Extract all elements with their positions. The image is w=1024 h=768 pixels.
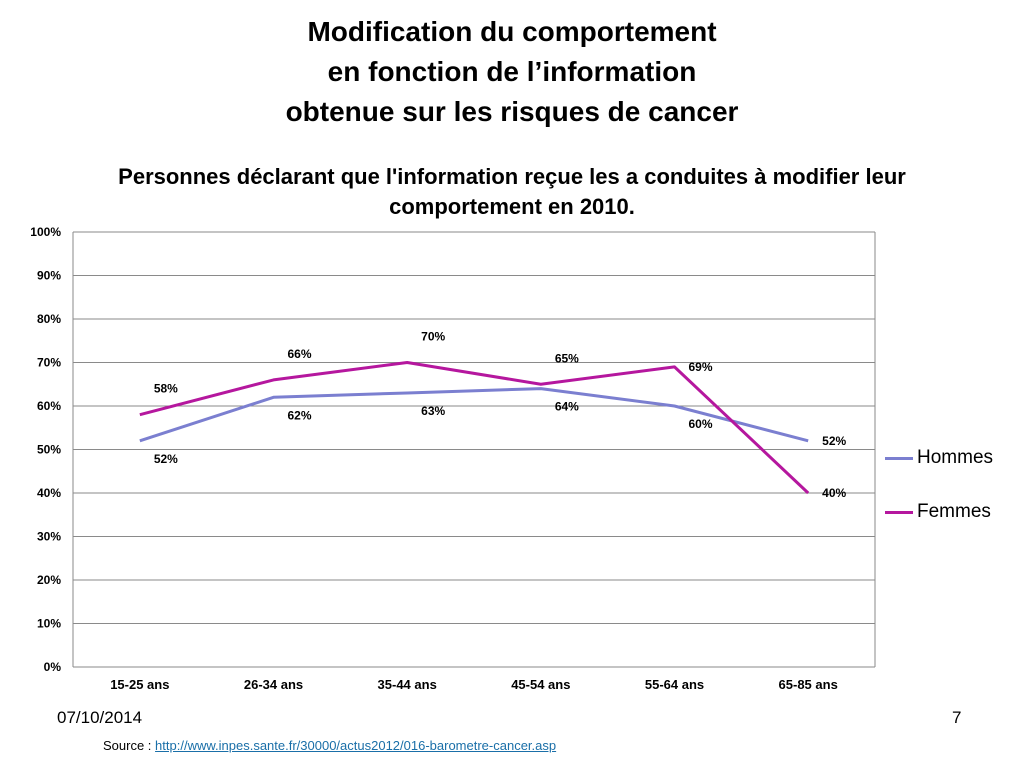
x-tick-label: 35-44 ans [378,677,437,692]
series-line-femmes [139,361,810,495]
legend-swatch-hommes [885,456,913,460]
x-tick-label: 55-64 ans [645,677,704,692]
data-label: 52% [822,434,846,448]
series-line-hommes [139,387,809,443]
legend-swatch-femmes [885,510,913,514]
data-label: 40% [822,486,846,500]
line-chart: 0% 10% 20% 30% 40% 50% 60% 70% 80% 90% 100% 15-25 a… [30,225,876,692]
data-label: 69% [688,360,712,374]
x-tick-label: 45-54 ans [511,677,570,692]
y-tick-label: 70% [37,356,61,370]
slide-title-line-1: Modification du comportement [307,16,717,47]
data-label: 64% [555,400,579,414]
x-tick-label: 26-34 ans [244,677,303,692]
y-tick-label: 60% [37,399,61,413]
y-tick-label: 40% [37,486,61,500]
source-label: Source : [103,738,152,753]
slide-title-line-2: en fonction de l’information [327,56,697,87]
data-label: 58% [154,382,178,396]
y-tick-label: 30% [37,530,61,544]
source-line: Source : http://www.inpes.sante.fr/30000… [103,738,556,753]
slide-title-line-3: obtenue sur les risques de cancer [285,96,739,127]
data-label: 62% [287,408,311,422]
data-label: 70% [421,330,445,344]
source-link[interactable]: http://www.inpes.sante.fr/30000/actus201… [155,738,557,753]
chart-title: Personnes déclarant que l'information re… [118,164,906,219]
legend-item-hommes: Hommes [885,445,993,471]
y-tick-label: 20% [37,573,61,587]
data-label: 65% [555,351,579,365]
slide-title: Modification du comportement en fonction… [0,12,1024,132]
y-tick-label: 80% [37,312,61,326]
legend-label-femmes: Femmes [917,501,991,522]
x-tick-label: 65-85 ans [779,677,838,692]
legend-label-hommes: Hommes [917,447,994,468]
chart-legend: Hommes Femmes [885,445,993,553]
y-tick-label: 100% [30,225,61,239]
data-label: 63% [421,404,445,418]
data-label: 66% [287,347,311,361]
slide-date: 07/10/2014 [57,708,143,727]
y-tick-label: 0% [44,660,62,674]
data-label: 60% [688,417,712,431]
data-label: 52% [154,452,178,466]
x-tick-label: 15-25 ans [110,677,169,692]
y-tick-label: 10% [37,617,61,631]
y-tick-label: 50% [37,443,61,457]
legend-item-femmes: Femmes [885,499,993,525]
page-number: 7 [952,708,962,727]
y-tick-label: 90% [37,269,61,283]
